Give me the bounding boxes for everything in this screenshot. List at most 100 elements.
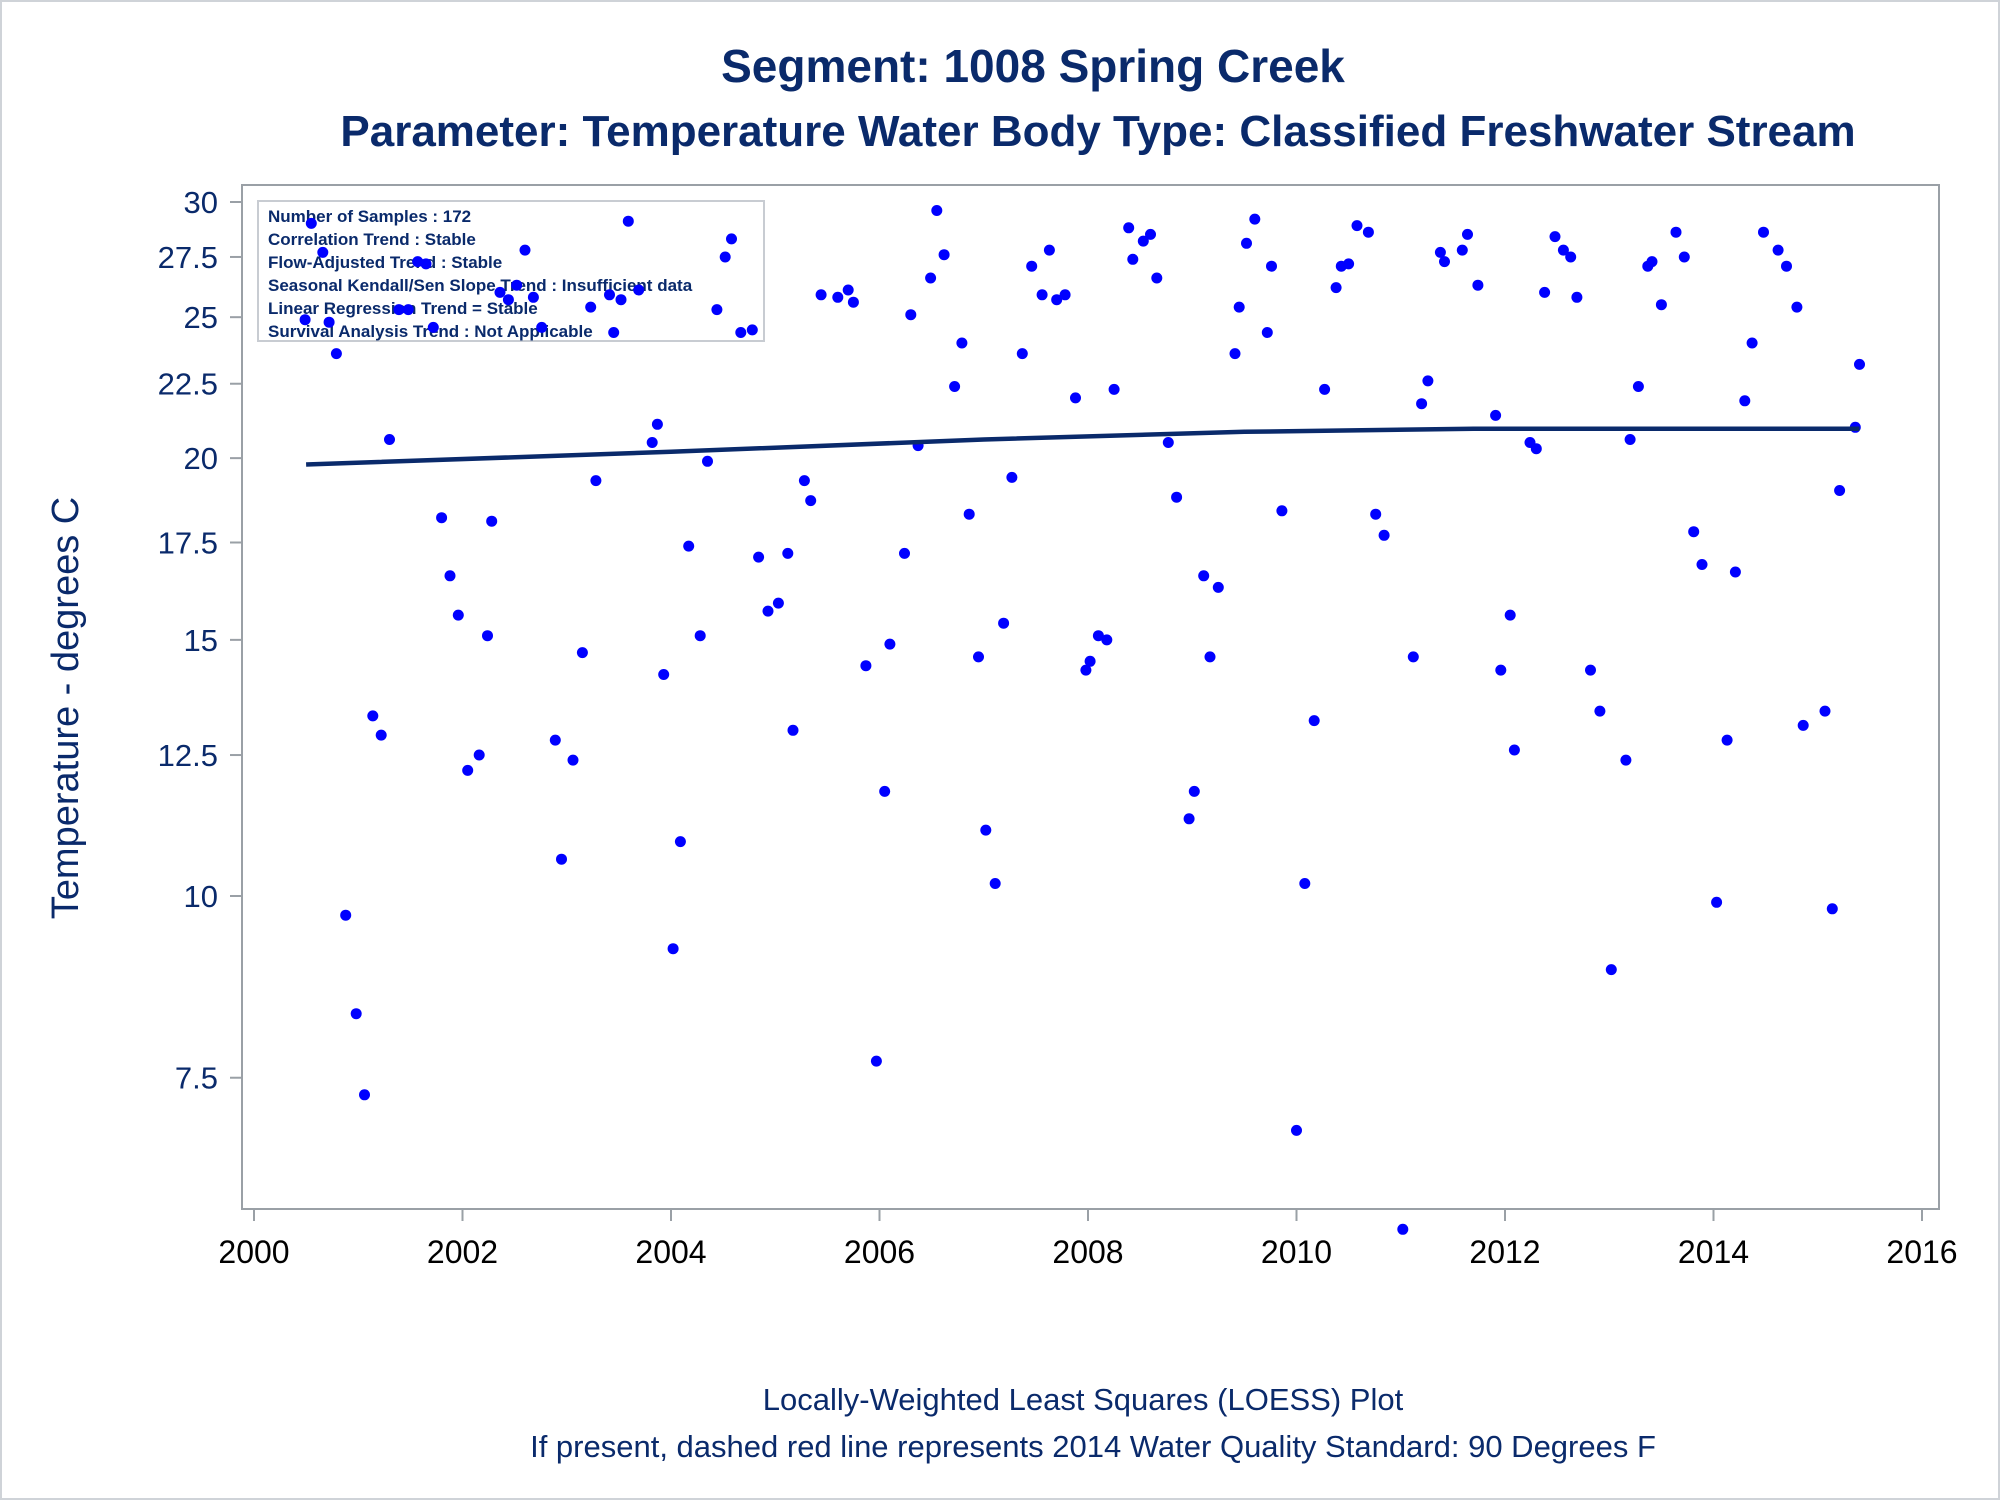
data-point: [384, 434, 395, 445]
data-point: [1351, 220, 1363, 232]
data-point: [1854, 358, 1865, 370]
data-point: [1585, 664, 1596, 676]
data-point: [486, 515, 498, 527]
data-point: [1791, 301, 1803, 313]
data-point: [1729, 566, 1741, 578]
y-tick-label: 15: [184, 623, 218, 658]
data-point: [1819, 705, 1831, 717]
data-point: [1261, 327, 1273, 338]
data-point: [905, 309, 917, 321]
data-point: [1632, 381, 1644, 392]
data-point: [963, 508, 975, 520]
data-point: [879, 785, 891, 797]
data-point: [899, 547, 910, 559]
data-point: [1416, 398, 1428, 410]
data-point: [1646, 256, 1658, 268]
data-point: [604, 289, 615, 301]
data-point: [1594, 705, 1606, 717]
data-point: [519, 244, 531, 256]
y-tick-label: 7.5: [175, 1061, 218, 1096]
data-point: [1508, 744, 1520, 756]
data-point: [1276, 505, 1288, 517]
data-point: [683, 540, 695, 552]
data-point: [1456, 244, 1468, 256]
data-point: [956, 337, 968, 349]
data-point: [1549, 231, 1561, 243]
data-point: [444, 570, 456, 582]
data-point: [651, 418, 663, 430]
data-point: [719, 251, 731, 263]
data-point: [633, 284, 645, 296]
data-point: [536, 321, 548, 333]
data-point: [646, 437, 658, 448]
data-point: [1565, 251, 1577, 263]
data-point: [420, 258, 432, 270]
data-point: [482, 630, 493, 642]
data-point: [1145, 228, 1156, 240]
data-point: [340, 909, 352, 921]
data-point: [832, 291, 844, 303]
data-point: [350, 1008, 362, 1020]
data-point: [694, 630, 706, 642]
data-point: [622, 215, 634, 227]
data-point: [1108, 383, 1120, 395]
data-point: [1070, 392, 1081, 404]
data-point: [375, 729, 387, 741]
y-axis-label: Temperature - degrees C: [45, 497, 87, 919]
data-point: [1183, 813, 1195, 825]
data-point: [842, 284, 854, 296]
data-point: [931, 205, 943, 216]
y-tick-label: 10: [184, 879, 218, 914]
data-point: [1539, 286, 1551, 298]
data-point: [782, 547, 794, 559]
data-point: [1198, 570, 1210, 582]
data-point: [1043, 244, 1055, 256]
y-tick-label: 20: [184, 441, 218, 476]
data-point: [746, 324, 758, 336]
data-point: [870, 1055, 882, 1067]
footer-standard-note: If present, dashed red line represents 2…: [530, 1429, 1656, 1464]
data-point: [1434, 246, 1446, 258]
y-tick-label: 22.5: [158, 367, 218, 402]
data-point: [980, 824, 992, 836]
data-point: [1092, 630, 1104, 642]
data-point: [299, 314, 311, 326]
data-point: [527, 291, 539, 303]
data-point: [511, 279, 523, 291]
data-point: [427, 321, 439, 333]
data-point: [1151, 272, 1163, 284]
data-point: [462, 764, 474, 776]
data-point: [412, 256, 424, 268]
loess-trend-line: [306, 426, 1860, 467]
data-point: [1006, 471, 1018, 483]
data-point: [317, 246, 329, 258]
data-point: [323, 316, 335, 328]
x-tick-label: 2004: [635, 1234, 706, 1270]
data-point: [1605, 964, 1617, 976]
data-point: [1721, 734, 1733, 746]
info-seasonal-kendall-trend: Seasonal Kendall/Sen Slope Trend : Insuf…: [268, 276, 693, 295]
plot-area: [241, 184, 1940, 1210]
data-point: [1678, 251, 1690, 263]
data-point: [1739, 395, 1751, 407]
data-point: [884, 638, 896, 650]
data-point: [1688, 526, 1700, 538]
x-tick-label: 2016: [1886, 1234, 1957, 1270]
data-point: [674, 836, 686, 848]
data-point: [726, 233, 737, 245]
data-point: [1233, 301, 1245, 313]
data-point: [1137, 235, 1149, 247]
data-point: [1781, 260, 1792, 272]
data-point: [753, 551, 765, 563]
x-axis: 2000 2002 2004 2006 2008 2010 2012 2014 2016: [218, 1209, 1958, 1270]
y-tick-label: 27.5: [158, 240, 218, 275]
data-point: [1397, 1223, 1409, 1235]
data-point: [1059, 289, 1071, 301]
data-point: [1016, 348, 1028, 360]
data-point: [1362, 226, 1374, 238]
data-point: [436, 512, 448, 524]
y-tick-label: 12.5: [158, 738, 218, 773]
data-point: [1557, 244, 1569, 256]
data-points: [299, 205, 1865, 1235]
